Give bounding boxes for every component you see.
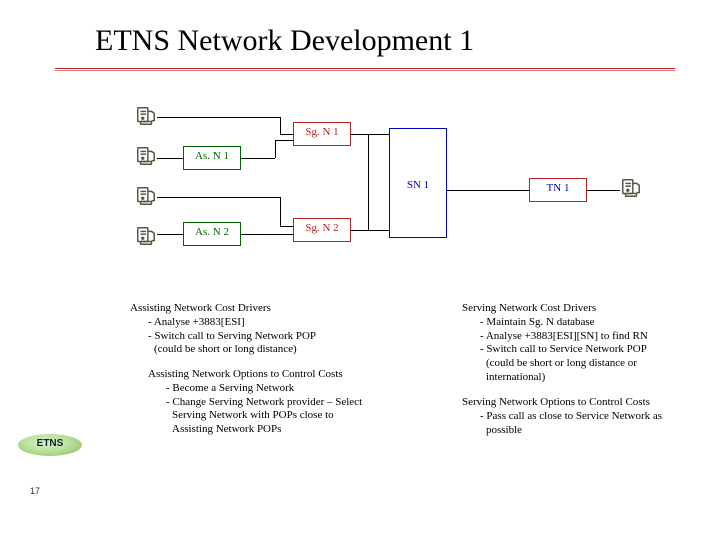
text-item: Analyse +3883[ESI][SN] to find RN — [462, 330, 648, 344]
assisting-cost-drivers: Assisting Network Cost DriversAnalyse +3… — [130, 302, 316, 357]
diagram-box: Sg. N 2 — [293, 218, 351, 242]
diagram-wire — [280, 226, 293, 227]
diagram-box: Sg. N 1 — [293, 122, 351, 146]
diagram-box: As. N 1 — [183, 146, 241, 170]
diagram-wire — [275, 140, 293, 141]
diagram-wire — [275, 140, 276, 158]
phone-icon — [135, 145, 157, 167]
diagram-box: As. N 2 — [183, 222, 241, 246]
page-number: 17 — [30, 486, 40, 496]
diagram-box: SN 1 — [389, 128, 447, 238]
text-header: Assisting Network Options to Control Cos… — [148, 368, 362, 382]
diagram-wire — [280, 117, 281, 134]
diagram-wire — [587, 190, 620, 191]
serving-options: Serving Network Options to Control Costs… — [462, 396, 662, 437]
assisting-options: Assisting Network Options to Control Cos… — [148, 368, 362, 437]
text-header: Assisting Network Cost Drivers — [130, 302, 316, 316]
text-item: Assisting Network POPs — [148, 423, 362, 437]
text-item: Switch call to Service Network POP — [462, 343, 648, 357]
phone-icon — [620, 177, 642, 199]
badge-text: ETNS — [18, 438, 82, 449]
phone-icon — [135, 185, 157, 207]
diagram-wire — [157, 117, 280, 118]
text-item: international) — [462, 371, 648, 385]
diagram-wire — [157, 197, 280, 198]
phone-icon — [135, 105, 157, 127]
diagram-wire — [241, 158, 275, 159]
text-item: Serving Network with POPs close to — [148, 409, 362, 423]
diagram-box: TN 1 — [529, 178, 587, 202]
diagram-wire — [241, 234, 293, 235]
text-item: (could be short or long distance) — [130, 343, 316, 357]
text-item: Switch call to Serving Network POP — [130, 330, 316, 344]
text-item: Become a Serving Network — [148, 382, 362, 396]
serving-cost-drivers: Serving Network Cost DriversMaintain Sg.… — [462, 302, 648, 385]
diagram-wire — [447, 190, 529, 191]
text-item: Pass call as close to Service Network as — [462, 410, 662, 424]
text-item: Analyse +3883[ESI] — [130, 316, 316, 330]
phone-icon — [135, 225, 157, 247]
diagram-wire — [157, 234, 183, 235]
network-diagram: As. N 1 As. N 2 Sg. N 1 Sg. N 2 SN 1 TN 1 — [0, 0, 720, 540]
diagram-wire — [280, 134, 293, 135]
diagram-wire — [157, 158, 183, 159]
diagram-wire — [280, 197, 281, 226]
text-item: (could be short or long distance or — [462, 357, 648, 371]
text-header: Serving Network Cost Drivers — [462, 302, 648, 316]
diagram-wire — [351, 230, 389, 231]
text-item: Change Serving Network provider – Select — [148, 396, 362, 410]
diagram-wire — [368, 134, 369, 230]
etns-badge: ETNS — [18, 434, 82, 456]
text-item: possible — [462, 424, 662, 438]
text-header: Serving Network Options to Control Costs — [462, 396, 662, 410]
diagram-wire — [351, 134, 389, 135]
text-item: Maintain Sg. N database — [462, 316, 648, 330]
